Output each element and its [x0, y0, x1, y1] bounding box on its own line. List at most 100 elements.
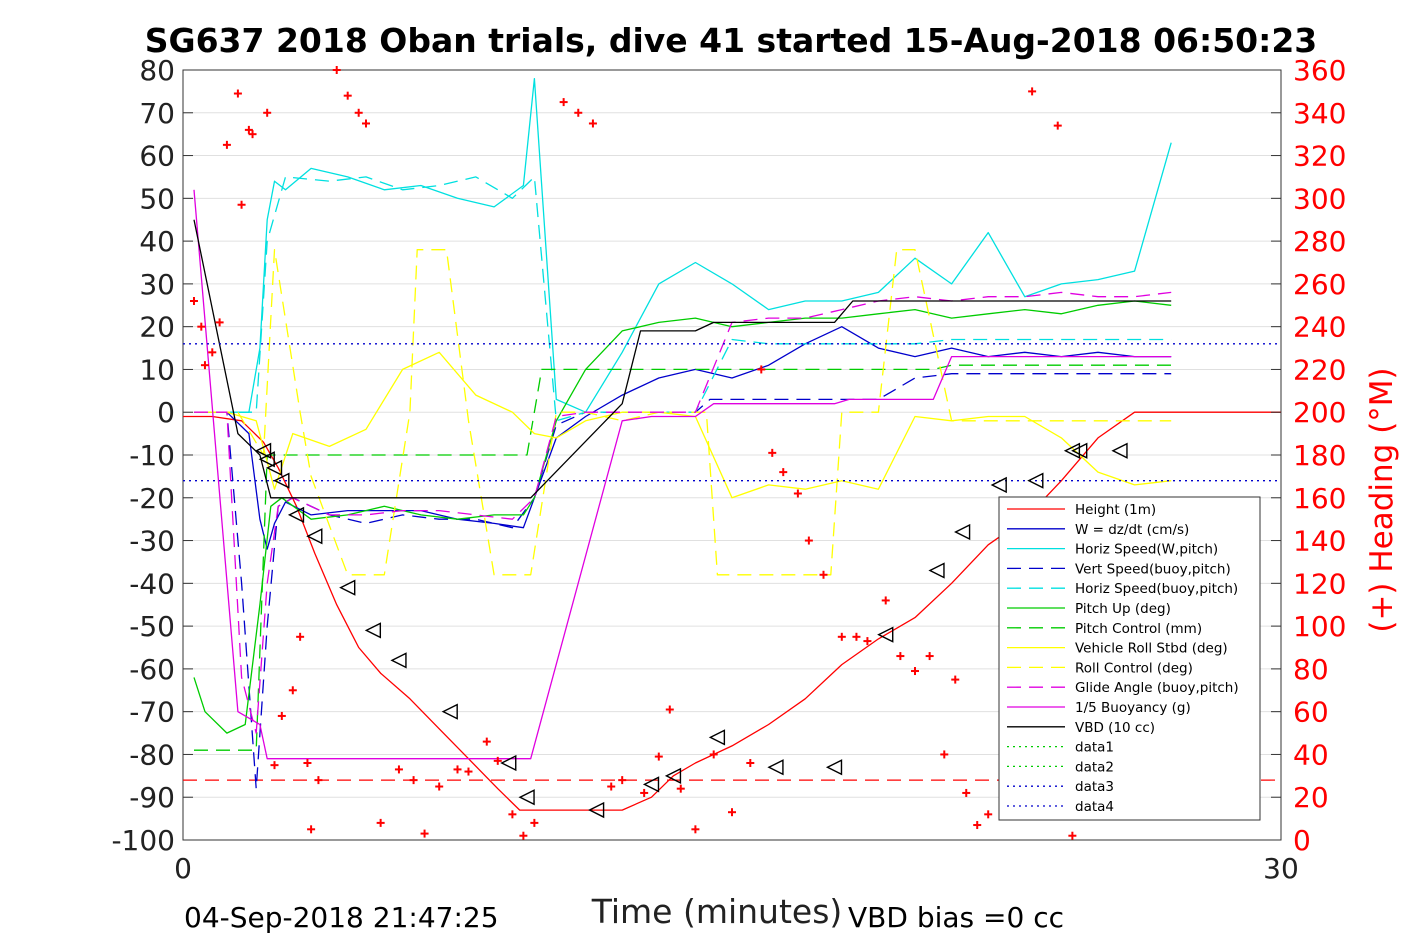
- heading-point: [200, 361, 209, 370]
- heading-point: [530, 818, 539, 827]
- dive-marker: [273, 472, 290, 489]
- heading-point: [709, 750, 718, 759]
- y-tick-label: 60: [139, 140, 175, 173]
- series-line-4: [194, 176, 1172, 422]
- heading-point: [768, 448, 777, 457]
- y2-tick-label: 180: [1293, 439, 1346, 472]
- heading-point: [464, 767, 473, 776]
- heading-point: [222, 140, 231, 149]
- y-axis-left: 80 70 60 50 40 30 20 10 0 -10 -20 -30 -40 -50 -60 -70 -8…: [111, 54, 193, 857]
- y-tick-label: -80: [129, 738, 175, 771]
- heading-point: [508, 810, 517, 819]
- heading-point: [343, 91, 352, 100]
- y2-tick-label: 80: [1293, 653, 1329, 686]
- y2-tick-label: 20: [1293, 781, 1329, 814]
- legend-label: Glide Angle (buoy,pitch): [1075, 680, 1239, 696]
- x-axis-label: Time (minutes): [591, 892, 843, 931]
- heading-point: [248, 130, 257, 139]
- y-tick-label: 70: [139, 97, 175, 130]
- heading-point: [435, 782, 444, 791]
- y2-tick-label: 0: [1293, 824, 1311, 857]
- series-line-1: [194, 326, 1172, 550]
- y2-tick-label: 340: [1293, 97, 1346, 130]
- y2-tick-label: 260: [1293, 268, 1346, 301]
- heading-point: [453, 765, 462, 774]
- heading-point: [189, 297, 198, 305]
- heading-point: [288, 686, 297, 695]
- chart-title: SG637 2018 Oban trials, dive 41 started …: [145, 21, 1318, 60]
- heading-point: [277, 711, 286, 720]
- y-tick-label: -60: [129, 653, 175, 686]
- legend-label: data3: [1075, 779, 1114, 795]
- heading-point: [640, 788, 649, 797]
- legend-label: Horiz Speed(W,pitch): [1075, 542, 1218, 558]
- heading-point: [779, 468, 788, 477]
- heading-point: [263, 108, 272, 117]
- y-tick-label: 80: [139, 54, 175, 87]
- legend-label: data1: [1075, 740, 1114, 756]
- heading-point: [925, 652, 934, 661]
- heading-point: [962, 788, 971, 797]
- heading-point: [951, 675, 960, 684]
- y-tick-label: 20: [139, 311, 175, 344]
- heading-point: [728, 808, 736, 817]
- series-line-11: [193, 219, 1172, 499]
- dive-marker: [390, 652, 407, 669]
- x-tick-label: 30: [1263, 852, 1299, 885]
- legend-label: Roll Control (deg): [1075, 660, 1193, 676]
- heading-point: [881, 596, 890, 605]
- legend-label: Height (1m): [1075, 502, 1156, 518]
- dive-marker: [642, 776, 660, 793]
- heading-point: [493, 756, 502, 765]
- heading-point: [973, 821, 982, 830]
- dive-marker: [500, 754, 517, 772]
- legend-label: Vert Speed(buoy,pitch): [1075, 561, 1231, 577]
- y-axis-right: 3603403203002802602402202001801601401201…: [1271, 54, 1346, 857]
- heading-point: [376, 818, 385, 827]
- heading-point: [863, 637, 872, 646]
- series-line-6: [194, 364, 1172, 751]
- heading-point: [746, 759, 755, 767]
- heading-point: [819, 570, 828, 579]
- dive-marker: [339, 579, 356, 596]
- y2-tick-label: 300: [1293, 182, 1346, 215]
- dive-marker: [928, 562, 945, 579]
- y-tick-label: -10: [129, 439, 175, 472]
- y-tick-label: -100: [111, 824, 175, 857]
- heading-point: [1028, 87, 1037, 96]
- heading-point: [307, 825, 316, 834]
- heading-point: [588, 119, 597, 128]
- dive-marker-layer: [254, 442, 1128, 819]
- legend-label: W = dz/dt (cm/s): [1075, 522, 1189, 538]
- dive-marker: [254, 442, 272, 459]
- dive-marker: [877, 626, 894, 643]
- y2-tick-label: 200: [1293, 396, 1346, 429]
- heading-point: [482, 737, 491, 746]
- heading-point: [394, 765, 403, 774]
- legend-box: [998, 496, 1261, 821]
- y2-tick-label: 100: [1293, 610, 1346, 643]
- heading-point: [197, 322, 206, 331]
- y2-tick-label: 40: [1293, 738, 1329, 771]
- legend-label: Vehicle Roll Stbd (deg): [1075, 641, 1228, 657]
- y2-tick-label: 240: [1293, 311, 1346, 344]
- heading-point: [303, 759, 312, 767]
- dive-marker: [1111, 442, 1128, 459]
- dive-marker: [954, 523, 971, 541]
- y-tick-label: -20: [129, 482, 175, 515]
- heading-point: [362, 119, 370, 128]
- y-tick-label: 30: [139, 268, 175, 301]
- y2-tick-label: 140: [1293, 525, 1346, 558]
- series-line-3: [194, 373, 1172, 790]
- heading-point: [691, 825, 700, 834]
- legend-label: VBD (10 cc): [1075, 720, 1155, 736]
- heading-point: [296, 632, 305, 641]
- dive-marker: [990, 476, 1007, 494]
- heading-point: [607, 782, 616, 791]
- dive-marker: [767, 759, 784, 776]
- heading-point: [420, 829, 429, 838]
- dive-marker: [364, 622, 382, 639]
- y-tick-label: -40: [129, 567, 175, 600]
- dive-marker: [664, 767, 682, 784]
